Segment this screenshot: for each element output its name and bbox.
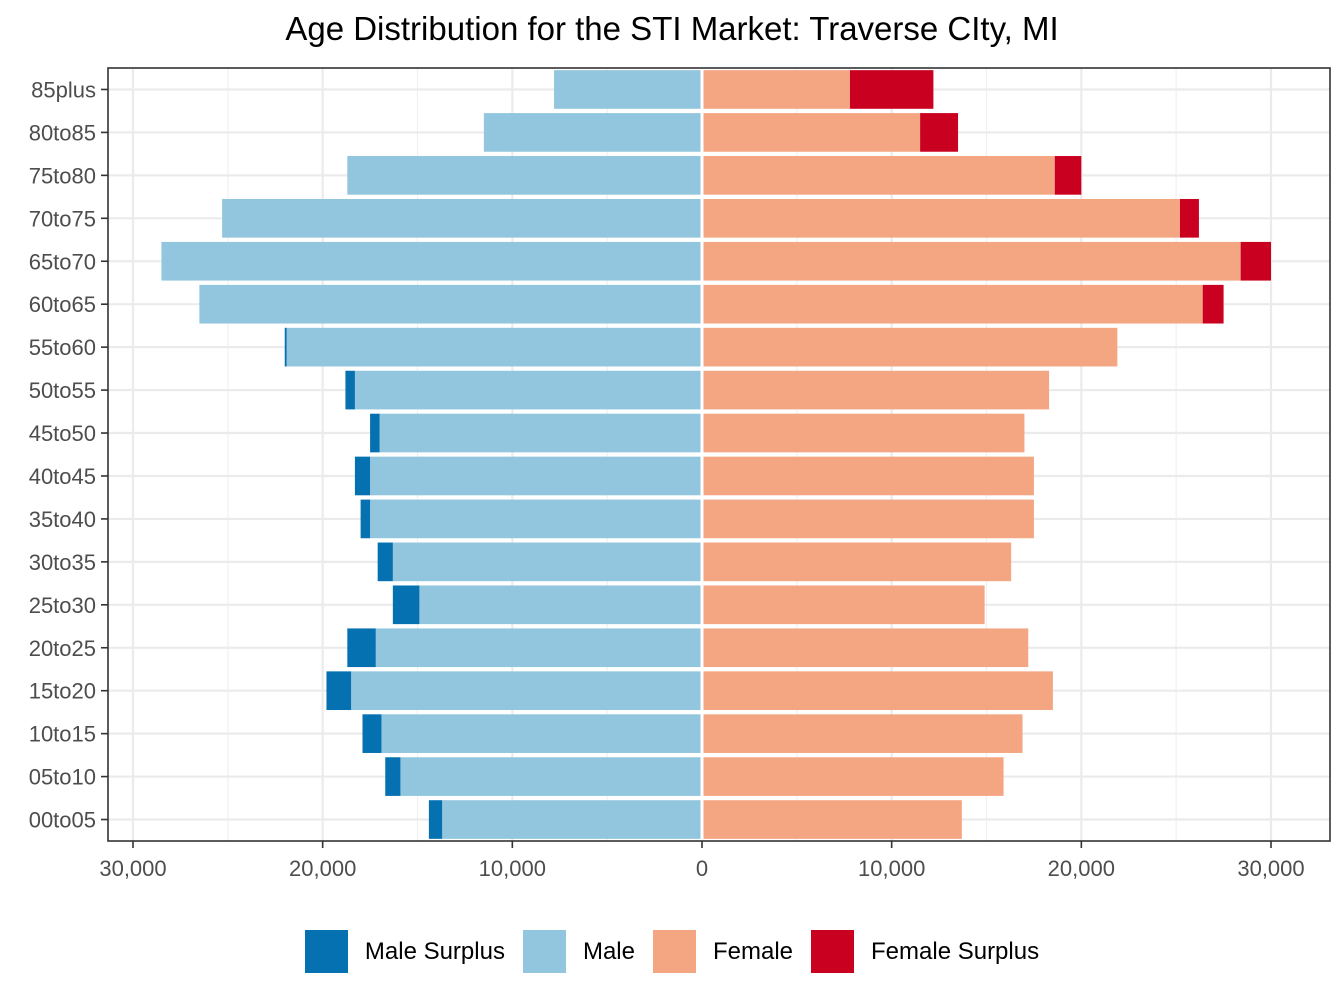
bar-male-55to60 [286, 327, 702, 367]
legend-swatch [522, 930, 566, 973]
x-tick-label: 10,000 [479, 856, 546, 881]
bar-female-15to20 [702, 671, 1053, 711]
bar-male-00to05 [442, 800, 702, 839]
bar-male-60to65 [199, 284, 702, 324]
bar-female-00to05 [702, 800, 962, 839]
bar-male-35to40 [370, 499, 702, 539]
y-tick-label: 50to55 [29, 378, 96, 403]
bar-female-25to30 [702, 585, 985, 625]
legend-label: Female Surplus [871, 937, 1040, 965]
legend-item-male-surplus: Male Surplus [304, 930, 505, 973]
bar-male-05to10 [400, 757, 702, 796]
bar-male-85plus [554, 70, 702, 109]
bar-male-45to50 [379, 413, 702, 453]
bar-female-70to75 [702, 198, 1180, 238]
bar-male-30to35 [392, 542, 702, 582]
y-tick-label: 55to60 [29, 335, 96, 360]
y-tick-label: 70to75 [29, 206, 96, 231]
legend-swatch [304, 930, 348, 973]
chart-title: Age Distribution for the STI Market: Tra… [285, 10, 1059, 47]
bar-female-10to15 [702, 714, 1023, 753]
x-tick-label: 0 [696, 856, 708, 881]
y-tick-label: 75to80 [29, 163, 96, 188]
bar-male-65to70 [161, 241, 702, 281]
bar-male-surplus-55to60 [284, 327, 287, 367]
bar-female-85plus [702, 70, 850, 109]
bar-male-surplus-40to45 [354, 456, 371, 496]
bar-male-surplus-20to25 [347, 628, 376, 668]
panel-border [107, 67, 1331, 842]
y-tick-label: 65to70 [29, 249, 96, 274]
bar-male-50to55 [354, 370, 702, 410]
y-tick-label: 20to25 [29, 636, 96, 661]
y-tick-label: 00to05 [29, 808, 96, 833]
y-tick-label: 85plus [31, 77, 96, 102]
bar-male-10to15 [381, 714, 702, 753]
bar-female-60to65 [702, 284, 1203, 324]
bar-male-70to75 [222, 198, 703, 238]
bar-female-surplus-70to75 [1179, 198, 1199, 238]
bar-female-40to45 [702, 456, 1034, 496]
y-tick-label: 05to10 [29, 765, 96, 790]
bar-male-15to20 [351, 671, 702, 711]
x-tick-label: 20,000 [289, 856, 356, 881]
bar-female-50to55 [702, 370, 1050, 410]
bar-male-surplus-50to55 [345, 370, 355, 410]
bar-female-45to50 [702, 413, 1025, 453]
bar-female-surplus-80to85 [920, 113, 959, 152]
bar-male-surplus-30to35 [377, 542, 393, 582]
bar-male-20to25 [375, 628, 702, 668]
bar-male-40to45 [370, 456, 702, 496]
y-tick-label: 35to40 [29, 507, 96, 532]
x-tick-label: 20,000 [1048, 856, 1115, 881]
legend-label: Female [712, 937, 794, 965]
bar-male-surplus-10to15 [362, 714, 382, 753]
y-tick-label: 30to35 [29, 550, 96, 575]
bar-male-surplus-00to05 [428, 800, 443, 839]
y-tick-label: 80to85 [29, 120, 96, 145]
y-tick-label: 25to30 [29, 593, 96, 618]
bar-female-65to70 [702, 241, 1241, 281]
bar-male-75to80 [347, 156, 702, 195]
legend: Male Surplus Male Female Female Surplus [0, 930, 1344, 973]
legend-label: Male Surplus [364, 937, 505, 965]
bar-male-25to30 [419, 585, 702, 625]
bar-female-surplus-85plus [849, 70, 934, 109]
y-tick-label: 60to65 [29, 292, 96, 317]
legend-swatch [652, 930, 696, 973]
bar-male-surplus-15to20 [326, 671, 352, 711]
bars [161, 68, 1271, 841]
bar-female-05to10 [702, 757, 1004, 796]
bar-male-80to85 [483, 113, 702, 152]
y-tick-label: 45to50 [29, 421, 96, 446]
x-tick-label: 30,000 [99, 856, 166, 881]
bar-female-35to40 [702, 499, 1034, 539]
bar-male-surplus-25to30 [392, 585, 420, 625]
bar-female-20to25 [702, 628, 1029, 668]
bar-male-surplus-45to50 [370, 413, 380, 453]
legend-item-female-surplus: Female Surplus [811, 930, 1039, 973]
bar-female-55to60 [702, 327, 1118, 367]
y-tick-label: 40to45 [29, 464, 96, 489]
bar-female-surplus-60to65 [1202, 284, 1224, 324]
bar-male-surplus-35to40 [360, 499, 371, 539]
legend-swatch [811, 930, 855, 973]
legend-item-female: Female [652, 930, 794, 973]
axes: 00to05 05to10 10to15 15to20 20to25 25to30 30to… [29, 77, 1305, 881]
x-tick-label: 30,000 [1237, 856, 1304, 881]
bar-female-75to80 [702, 156, 1055, 195]
x-tick-label: 10,000 [858, 856, 925, 881]
bar-female-surplus-65to70 [1240, 241, 1271, 281]
legend-label: Male [582, 937, 635, 965]
bar-male-surplus-05to10 [385, 757, 401, 796]
legend-item-male: Male [522, 930, 635, 973]
bar-female-30to35 [702, 542, 1012, 582]
y-tick-label: 10to15 [29, 722, 96, 747]
bar-female-surplus-75to80 [1054, 156, 1082, 195]
y-tick-label: 15to20 [29, 679, 96, 704]
bar-female-80to85 [702, 113, 921, 152]
